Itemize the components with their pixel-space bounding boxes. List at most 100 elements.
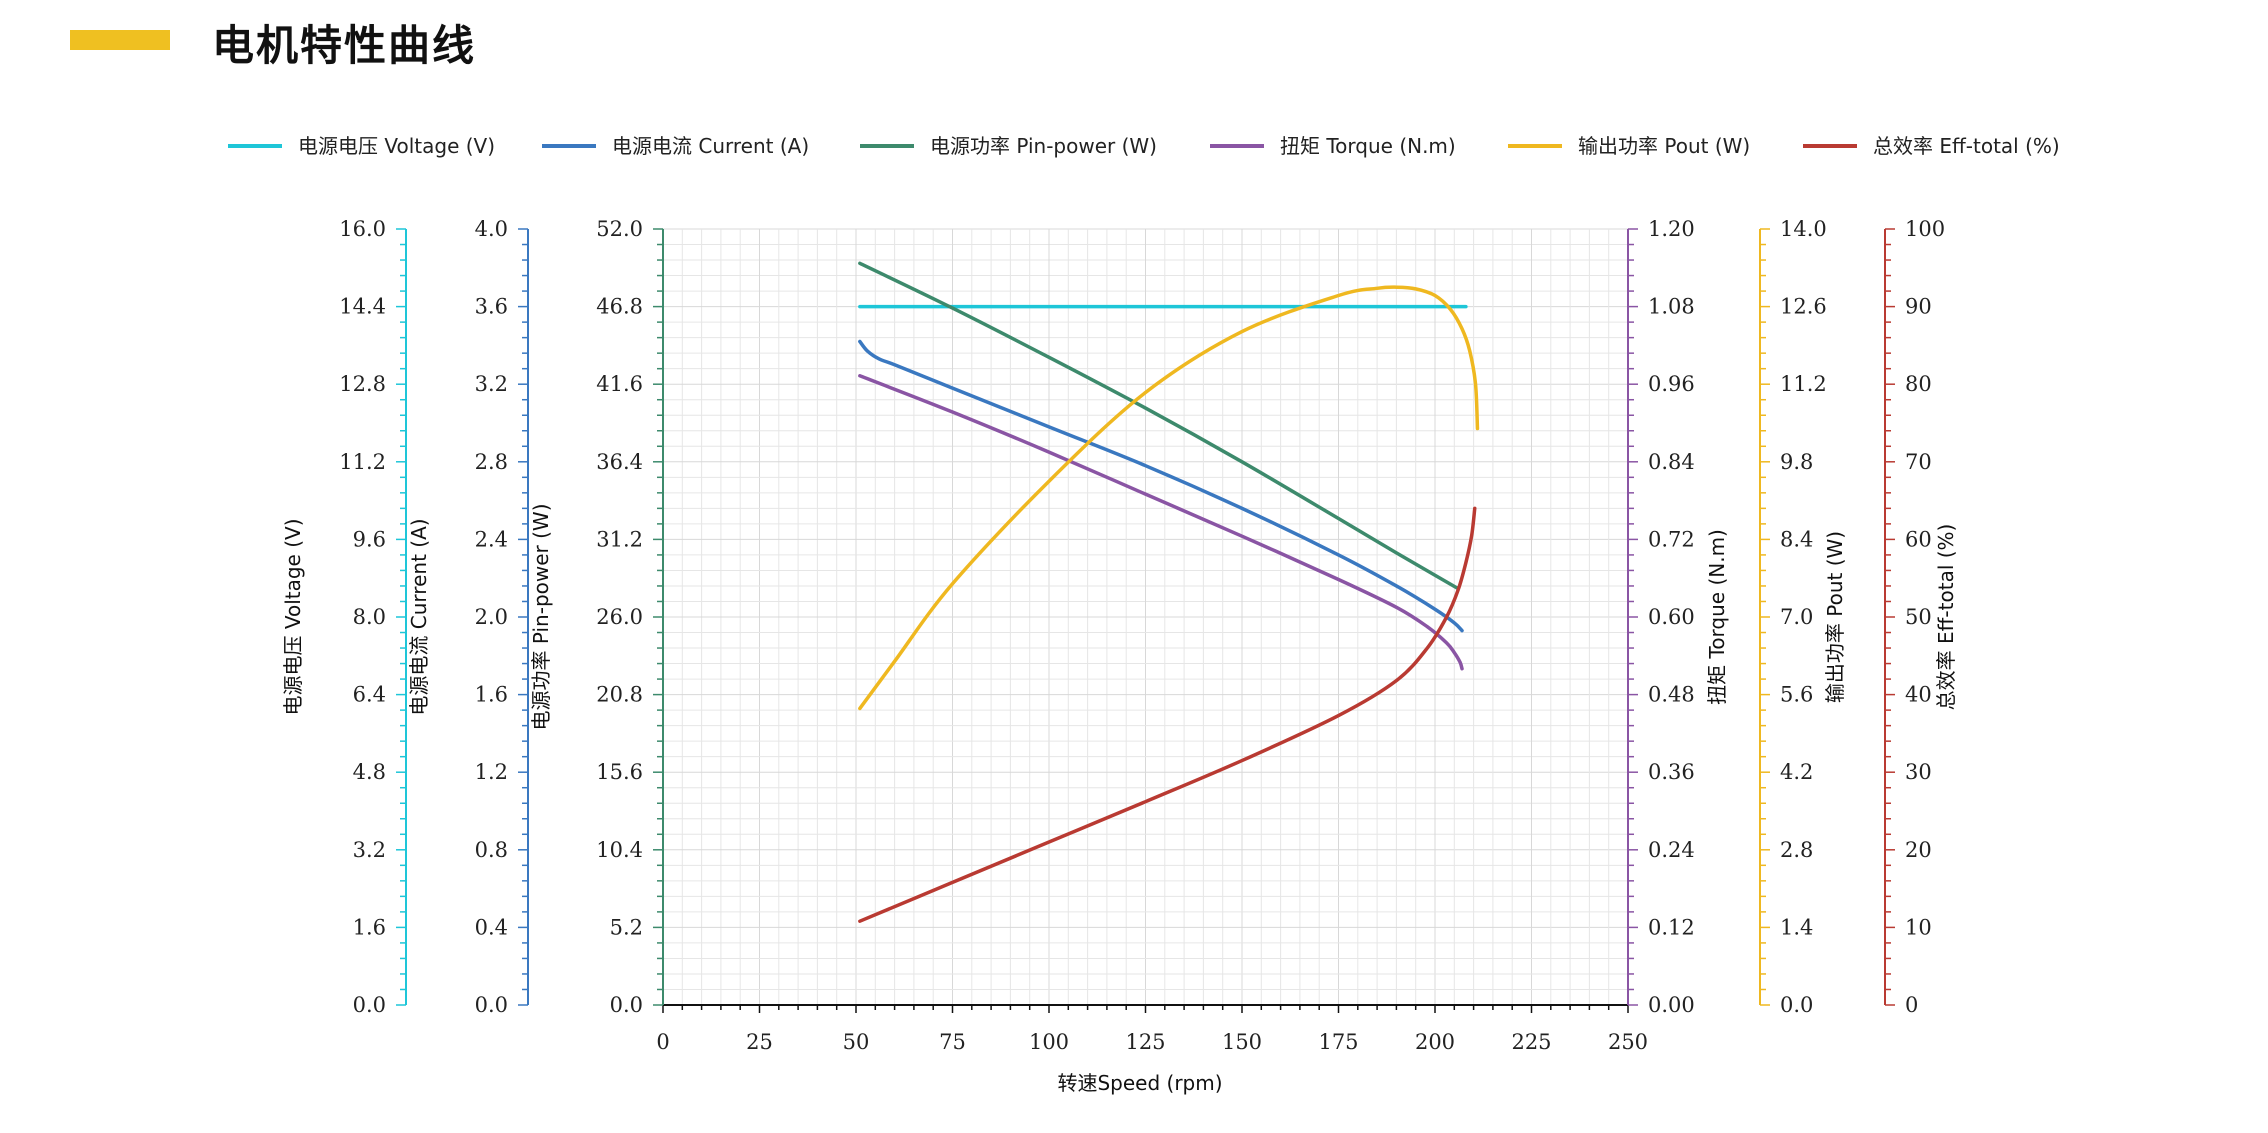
page-title: 电机特性曲线 xyxy=(212,21,477,70)
x-tick-label: 175 xyxy=(1318,1030,1358,1054)
torque-tick-label: 1.20 xyxy=(1648,217,1695,241)
voltage-axis-title: 电源电压 Voltage (V) xyxy=(281,518,305,715)
series-line-current xyxy=(858,339,1464,633)
torque-tick-label: 0.48 xyxy=(1648,683,1695,707)
x-axis-title: 转速Speed (rpm) xyxy=(1057,1071,1222,1095)
pout-tick-label: 9.8 xyxy=(1780,450,1813,474)
torque-tick-label: 0.12 xyxy=(1648,915,1695,939)
pin-tick-label: 0.0 xyxy=(610,993,643,1017)
voltage-tick-label: 16.0 xyxy=(339,217,386,241)
eff-tick-label: 50 xyxy=(1905,605,1932,629)
x-tick-label: 75 xyxy=(939,1030,966,1054)
current-tick-label: 3.6 xyxy=(475,295,508,319)
torque-tick-label: 0.72 xyxy=(1648,527,1695,551)
current-tick-label: 0.0 xyxy=(475,993,508,1017)
eff-tick-label: 30 xyxy=(1905,760,1932,784)
pout-tick-label: 11.2 xyxy=(1780,372,1827,396)
legend-label-current: 电源电流 Current (A) xyxy=(612,134,809,158)
current-tick-label: 2.4 xyxy=(475,527,508,551)
x-tick-label: 250 xyxy=(1608,1030,1648,1054)
voltage-tick-label: 11.2 xyxy=(339,450,386,474)
current-tick-label: 1.6 xyxy=(475,683,508,707)
torque-tick-label: 0.84 xyxy=(1648,450,1695,474)
pout-tick-label: 8.4 xyxy=(1780,527,1813,551)
series-line-pout xyxy=(858,285,1480,711)
pout-tick-label: 4.2 xyxy=(1780,760,1813,784)
x-tick-label: 100 xyxy=(1029,1030,1069,1054)
pin-tick-label: 36.4 xyxy=(596,450,643,474)
pout-tick-label: 2.8 xyxy=(1780,838,1813,862)
eff-tick-label: 40 xyxy=(1905,683,1932,707)
current-tick-label: 3.2 xyxy=(475,372,508,396)
eff-tick-label: 0 xyxy=(1905,993,1918,1017)
eff-tick-label: 100 xyxy=(1905,217,1945,241)
voltage-tick-label: 4.8 xyxy=(353,760,386,784)
pin-tick-label: 10.4 xyxy=(596,838,643,862)
pout-axis-title: 输出功率 Pout (W) xyxy=(1823,531,1847,703)
legend-label-pin: 电源功率 Pin-power (W) xyxy=(930,134,1157,158)
torque-tick-label: 0.00 xyxy=(1648,993,1695,1017)
eff-tick-label: 80 xyxy=(1905,372,1932,396)
pin-axis-title: 电源功率 Pin-power (W) xyxy=(529,504,553,731)
eff-tick-label: 60 xyxy=(1905,527,1932,551)
legend: 电源电压 Voltage (V) 电源电流 Current (A) 电源功率 Pin… xyxy=(228,134,2060,158)
legend-label-torque: 扭矩 Torque (N.m) xyxy=(1280,134,1456,158)
current-tick-label: 0.8 xyxy=(475,838,508,862)
current-tick-label: 2.0 xyxy=(475,605,508,629)
pout-tick-label: 14.0 xyxy=(1780,217,1827,241)
current-tick-label: 0.4 xyxy=(475,915,508,939)
voltage-tick-label: 14.4 xyxy=(339,295,386,319)
legend-label-pout: 输出功率 Pout (W) xyxy=(1578,134,1750,158)
voltage-tick-label: 3.2 xyxy=(353,838,386,862)
current-axis-title: 电源电流 Current (A) xyxy=(407,518,431,715)
series-line-eff xyxy=(858,506,1477,923)
x-tick-label: 25 xyxy=(746,1030,773,1054)
x-tick-label: 0 xyxy=(656,1030,669,1054)
current-tick-label: 4.0 xyxy=(475,217,508,241)
pin-tick-label: 31.2 xyxy=(596,527,643,551)
pin-tick-label: 26.0 xyxy=(596,605,643,629)
x-tick-label: 150 xyxy=(1222,1030,1262,1054)
eff-tick-label: 20 xyxy=(1905,838,1932,862)
pin-tick-label: 5.2 xyxy=(610,915,643,939)
voltage-tick-label: 12.8 xyxy=(339,372,386,396)
eff-axis-title: 总效率 Eff-total (%) xyxy=(1934,524,1958,711)
current-tick-label: 1.2 xyxy=(475,760,508,784)
torque-tick-label: 1.08 xyxy=(1648,295,1695,319)
grid xyxy=(662,228,1629,1006)
voltage-tick-label: 8.0 xyxy=(353,605,386,629)
pin-tick-label: 41.6 xyxy=(596,372,643,396)
pout-tick-label: 1.4 xyxy=(1780,915,1813,939)
pin-tick-label: 15.6 xyxy=(596,760,643,784)
torque-tick-label: 0.24 xyxy=(1648,838,1695,862)
eff-tick-label: 10 xyxy=(1905,915,1932,939)
x-tick-label: 200 xyxy=(1415,1030,1455,1054)
voltage-tick-label: 9.6 xyxy=(353,527,386,551)
pin-tick-label: 20.8 xyxy=(596,683,643,707)
pout-tick-label: 0.0 xyxy=(1780,993,1813,1017)
torque-tick-label: 0.36 xyxy=(1648,760,1695,784)
voltage-tick-label: 6.4 xyxy=(353,683,386,707)
pout-tick-label: 7.0 xyxy=(1780,605,1813,629)
torque-tick-label: 0.96 xyxy=(1648,372,1695,396)
voltage-tick-label: 0.0 xyxy=(353,993,386,1017)
pout-tick-label: 12.6 xyxy=(1780,295,1827,319)
pout-tick-label: 5.6 xyxy=(1780,683,1813,707)
series-lines xyxy=(858,261,1480,923)
legend-label-voltage: 电源电压 Voltage (V) xyxy=(298,134,495,158)
series-line-pin xyxy=(858,261,1460,591)
x-tick-label: 50 xyxy=(843,1030,870,1054)
eff-tick-label: 90 xyxy=(1905,295,1932,319)
pin-tick-label: 46.8 xyxy=(596,295,643,319)
current-tick-label: 2.8 xyxy=(475,450,508,474)
voltage-tick-label: 1.6 xyxy=(353,915,386,939)
eff-tick-label: 70 xyxy=(1905,450,1932,474)
axes: 0 25 50 75 100 125 150 175 200 225 2500.01.63.24.8… xyxy=(281,217,1958,1054)
x-tick-label: 125 xyxy=(1125,1030,1165,1054)
torque-tick-label: 0.60 xyxy=(1648,605,1695,629)
legend-label-eff: 总效率 Eff-total (%) xyxy=(1873,134,2060,158)
title-accent-bar xyxy=(70,30,170,50)
torque-axis-title: 扭矩 Torque (N.m) xyxy=(1705,529,1729,705)
x-tick-label: 225 xyxy=(1511,1030,1551,1054)
